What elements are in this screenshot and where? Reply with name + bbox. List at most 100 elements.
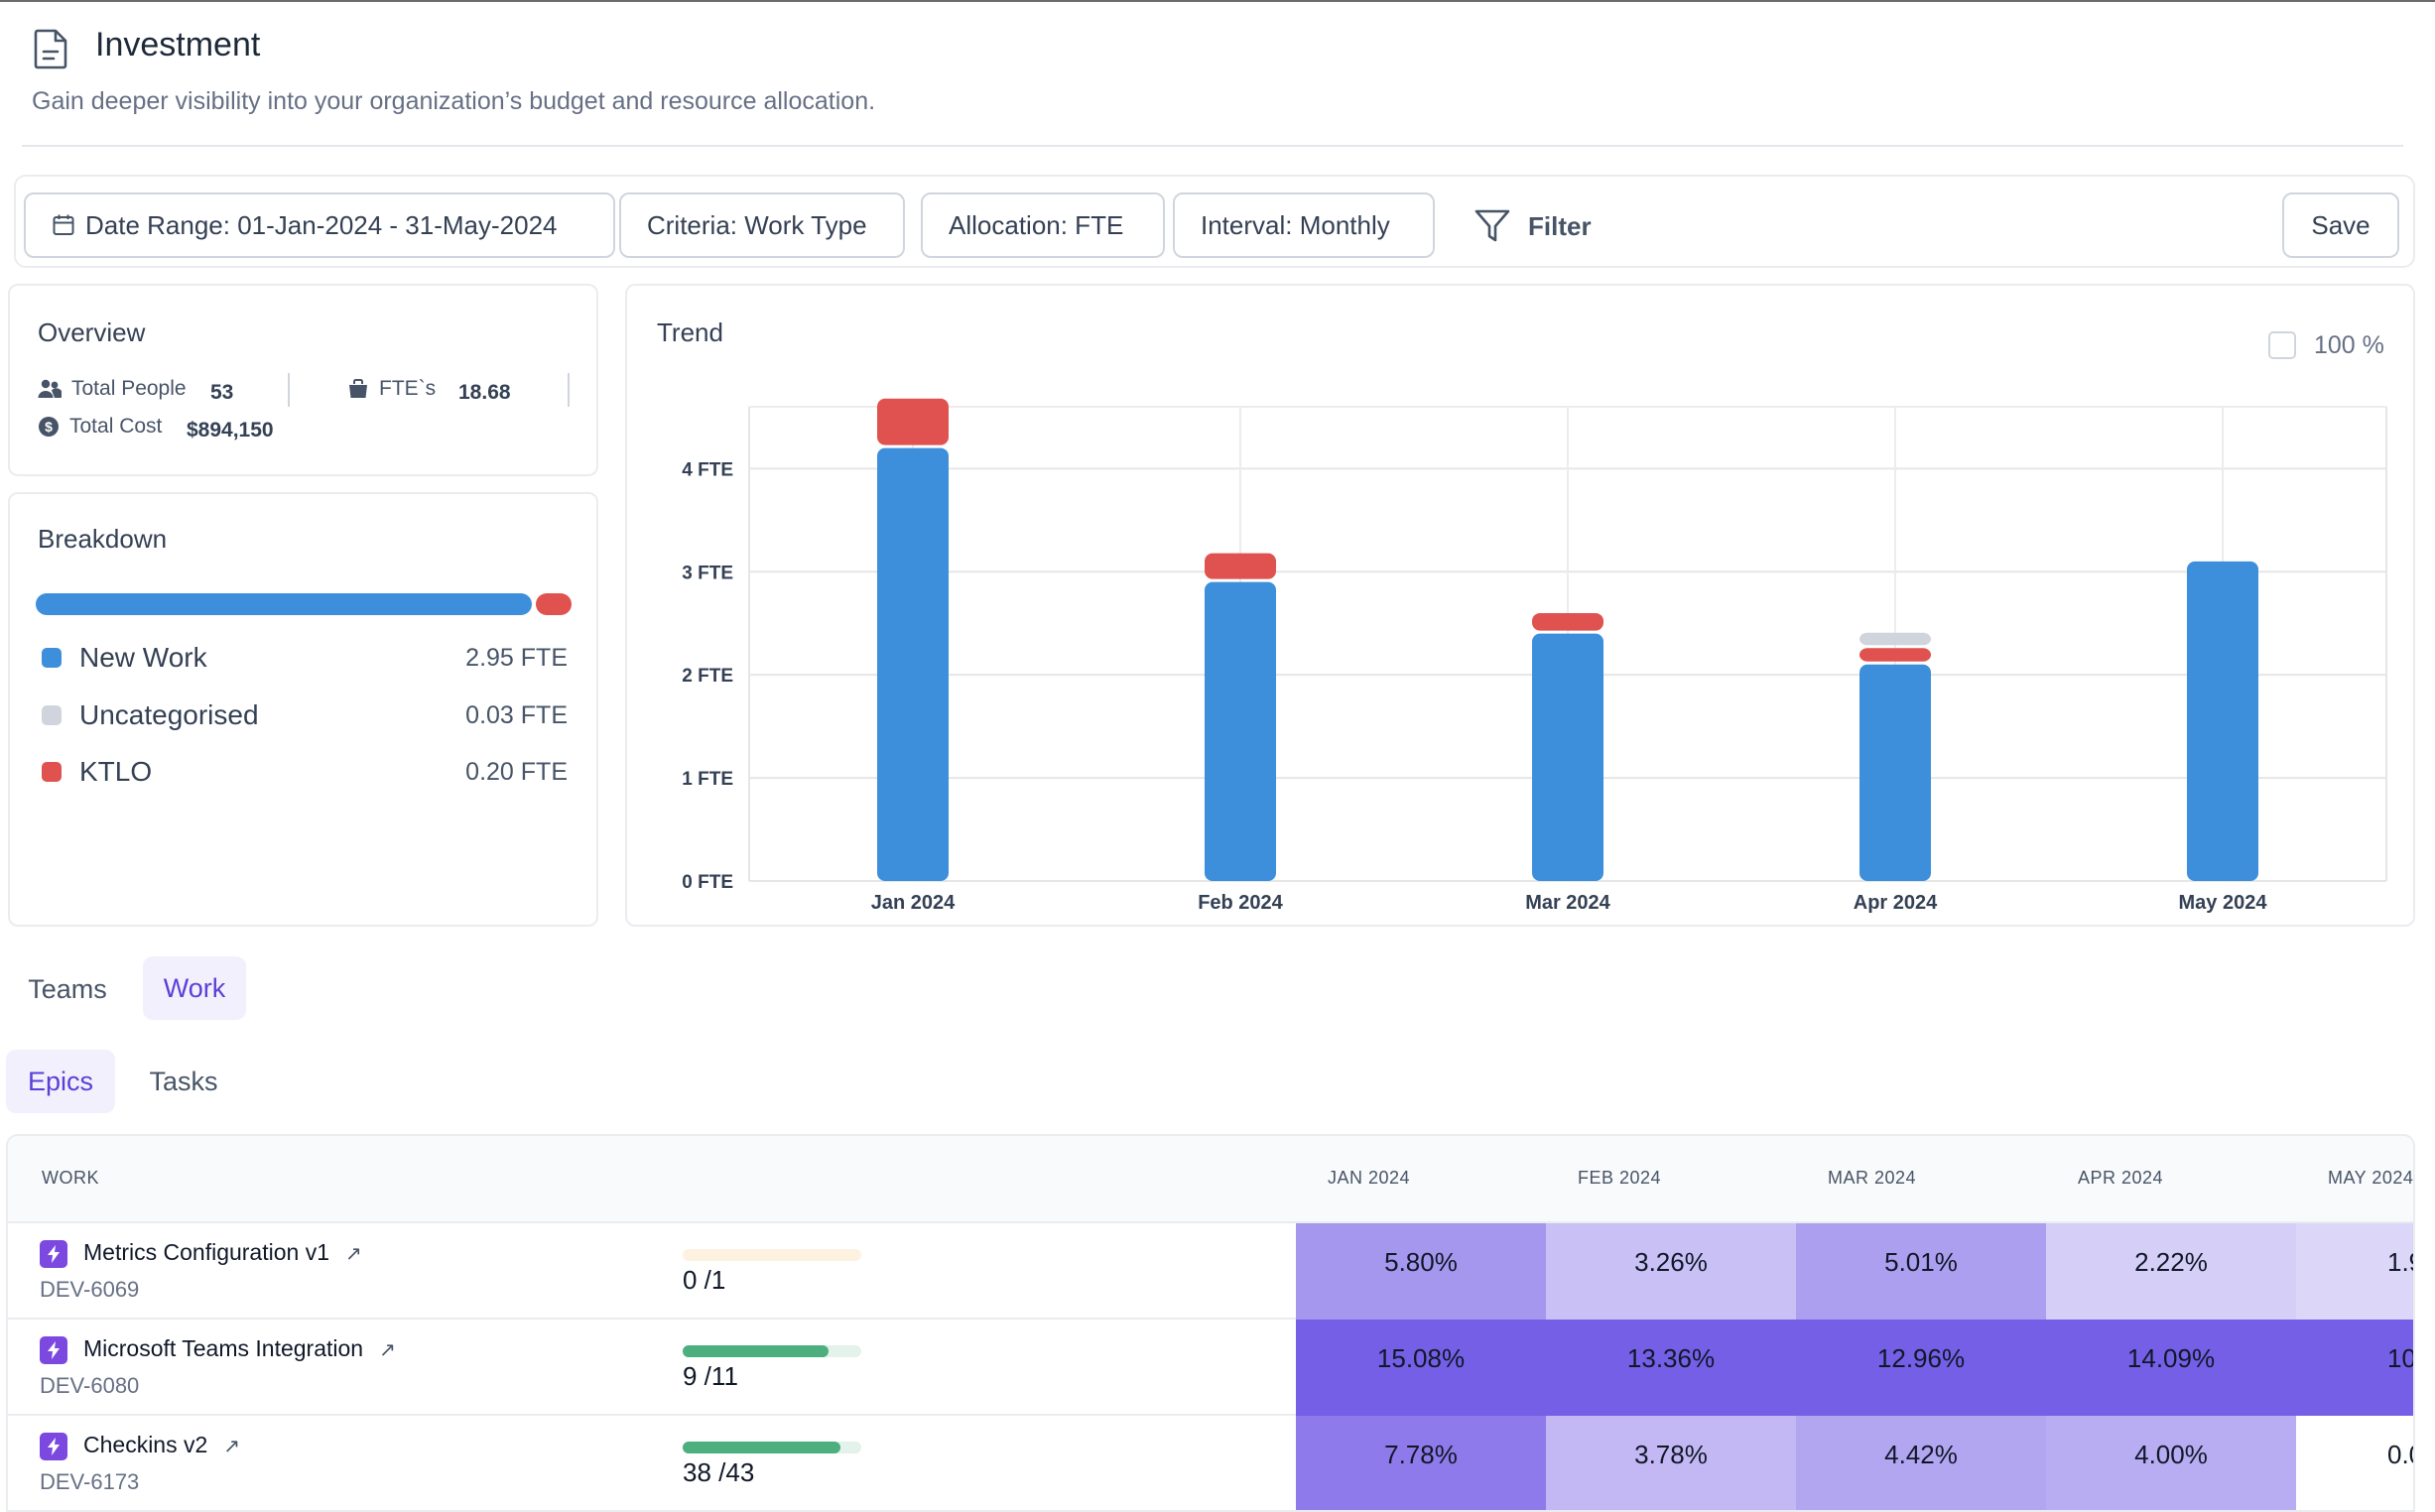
tab-work[interactable]: Work xyxy=(143,956,246,1020)
breakdown-bar-new-work xyxy=(36,593,532,615)
bar-new-work xyxy=(1532,633,1603,881)
total-people-label: Total People xyxy=(71,377,187,400)
allocation-cell: 0.0 xyxy=(2296,1416,2413,1510)
progress-text: 38 /43 xyxy=(683,1457,755,1487)
external-link-icon[interactable]: ↗ xyxy=(345,1243,362,1265)
allocation-cell: 15.08% xyxy=(1296,1320,1546,1416)
epic-icon xyxy=(40,1336,67,1364)
table-header: WORK JAN 2024 FEB 2024 MAR 2024 APR 2024… xyxy=(8,1136,2414,1223)
legend-swatch-ktlo xyxy=(42,762,62,782)
epic-name-link[interactable]: Microsoft Teams Integration ↗ xyxy=(83,1335,396,1362)
tab-teams[interactable]: Teams xyxy=(28,973,107,1004)
allocation-button[interactable]: Allocation: FTE xyxy=(921,192,1165,258)
table-row[interactable]: Microsoft Teams Integration ↗ DEV-6080 9 … xyxy=(8,1320,2413,1416)
bar-new-work xyxy=(1859,664,1931,881)
date-range-label: Date Range: 01-Jan-2024 - 31-May-2024 xyxy=(85,209,558,240)
y-tick-label: 1 FTE xyxy=(682,769,733,790)
breakdown-legend-new-work: New Work 2.95 FTE xyxy=(42,638,568,678)
col-header-may[interactable]: MAY 2024 xyxy=(2328,1168,2414,1188)
legend-label: KTLO xyxy=(79,756,153,787)
allocation-cell: 3.78% xyxy=(1546,1416,1796,1510)
legend-value: 0.20 FTE xyxy=(465,757,568,786)
breakdown-title: Breakdown xyxy=(38,524,168,554)
interval-button[interactable]: Interval: Monthly xyxy=(1173,192,1435,258)
col-header-apr[interactable]: APR 2024 xyxy=(2078,1168,2164,1188)
tab-epics[interactable]: Epics xyxy=(6,1050,115,1113)
epic-id: DEV-6080 xyxy=(40,1373,140,1398)
allocation-cell: 13.36% xyxy=(1546,1320,1796,1416)
allocation-cell: 4.42% xyxy=(1796,1416,2046,1510)
total-cost-value: $894,150 xyxy=(187,419,274,441)
fte-label-group: FTE`s xyxy=(347,377,436,401)
epic-name: Checkins v2 xyxy=(83,1432,208,1457)
dollar-coin-icon: $ xyxy=(39,417,59,437)
overview-title: Overview xyxy=(38,317,146,347)
legend-label: Uncategorised xyxy=(79,699,259,730)
page-subtitle: Gain deeper visibility into your organiz… xyxy=(32,87,876,115)
allocation-cell: 14.09% xyxy=(2046,1320,2296,1416)
bar-new-work xyxy=(1205,581,1276,881)
fte-value: 18.68 xyxy=(458,381,511,404)
epic-name-link[interactable]: Metrics Configuration v1 ↗ xyxy=(83,1239,362,1266)
epic-id: DEV-6173 xyxy=(40,1469,140,1494)
col-header-work: WORK xyxy=(42,1168,99,1188)
epic-name-link[interactable]: Checkins v2 ↗ xyxy=(83,1432,240,1458)
table-row[interactable]: Metrics Configuration v1 ↗ DEV-6069 0 /1 … xyxy=(8,1223,2413,1320)
users-icon xyxy=(38,379,62,398)
x-tick-label: May 2024 xyxy=(2179,892,2268,914)
progress-fill xyxy=(683,1442,841,1453)
filter-toolbar: Date Range: 01-Jan-2024 - 31-May-2024 Cr… xyxy=(14,175,2415,268)
date-range-button[interactable]: Date Range: 01-Jan-2024 - 31-May-2024 xyxy=(24,192,615,258)
allocation-cell: 2.22% xyxy=(2046,1223,2296,1320)
breakdown-legend-ktlo: KTLO 0.20 FTE xyxy=(42,752,568,792)
progress-track xyxy=(683,1345,861,1357)
total-cost-label: Total Cost xyxy=(69,415,163,438)
col-header-jan[interactable]: JAN 2024 xyxy=(1328,1168,1411,1188)
progress-fill xyxy=(683,1345,830,1357)
progress-text: 0 /1 xyxy=(683,1265,726,1295)
epic-icon xyxy=(40,1433,67,1460)
filter-icon xyxy=(1474,209,1510,242)
window-top-border xyxy=(0,0,2435,2)
fte-label: FTE`s xyxy=(379,377,437,400)
bar-new-work xyxy=(877,447,949,881)
allocation-cell: 1.9 xyxy=(2296,1223,2413,1320)
y-tick-label: 0 FTE xyxy=(682,872,733,893)
x-tick-label: Apr 2024 xyxy=(1854,892,1938,914)
external-link-icon[interactable]: ↗ xyxy=(379,1339,396,1361)
progress-text: 9 /11 xyxy=(683,1361,738,1391)
x-tick-label: Feb 2024 xyxy=(1198,892,1283,914)
breakdown-legend-uncategorised: Uncategorised 0.03 FTE xyxy=(42,695,568,735)
filter-label: Filter xyxy=(1528,210,1592,241)
page-title: Investment xyxy=(95,26,261,63)
bar-ktlo xyxy=(877,398,949,445)
header-divider xyxy=(22,145,2403,147)
legend-swatch-new-work xyxy=(42,648,62,668)
legend-label: New Work xyxy=(79,642,207,673)
table-row[interactable]: Checkins v2 ↗ DEV-6173 38 /43 7.78% 3.78%… xyxy=(8,1416,2413,1510)
y-tick-label: 4 FTE xyxy=(682,459,733,480)
col-header-feb[interactable]: FEB 2024 xyxy=(1578,1168,1662,1188)
save-button[interactable]: Save xyxy=(2282,192,2399,258)
percent-toggle-label: 100 % xyxy=(2314,331,2384,359)
allocation-cell: 5.80% xyxy=(1296,1223,1546,1320)
external-link-icon[interactable]: ↗ xyxy=(223,1436,241,1457)
trend-chart: 0 FTE 1 FTE 2 FTE 3 FTE 4 FTE Jan 2024 Feb 202… xyxy=(682,398,2387,914)
epic-id: DEV-6069 xyxy=(40,1277,140,1302)
filter-button[interactable]: Filter xyxy=(1474,204,1592,248)
bar-ktlo xyxy=(1205,553,1276,579)
criteria-button[interactable]: Criteria: Work Type xyxy=(619,192,905,258)
allocation-cell: 3.26% xyxy=(1546,1223,1796,1320)
bar-ktlo xyxy=(1532,612,1603,631)
percent-toggle-checkbox[interactable] xyxy=(2268,331,2296,359)
y-tick-label: 2 FTE xyxy=(682,666,733,687)
legend-swatch-uncategorised xyxy=(42,705,62,725)
calendar-icon xyxy=(53,214,74,235)
legend-value: 0.03 FTE xyxy=(465,700,568,729)
tab-tasks[interactable]: Tasks xyxy=(149,1066,218,1096)
col-header-mar[interactable]: MAR 2024 xyxy=(1828,1168,1917,1188)
allocation-cell: 10.: xyxy=(2296,1320,2413,1416)
briefcase-icon xyxy=(349,379,367,398)
bar-ktlo xyxy=(1859,648,1931,662)
legend-value: 2.95 FTE xyxy=(465,643,568,672)
